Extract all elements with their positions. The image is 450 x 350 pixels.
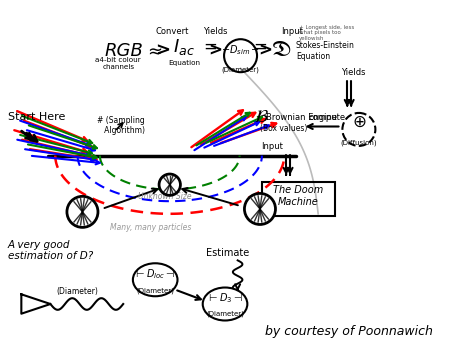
Text: Equation: Equation <box>168 61 200 66</box>
Text: by courtesy of Poonnawich: by courtesy of Poonnawich <box>265 325 433 338</box>
Text: $\mathfrak{D}$: $\mathfrak{D}$ <box>271 40 292 60</box>
Circle shape <box>159 174 180 195</box>
Text: =: = <box>253 38 267 56</box>
Text: Stokes-Einstein
Equation: Stokes-Einstein Equation <box>296 41 355 61</box>
Text: A very good
estimation of D?: A very good estimation of D? <box>8 240 93 261</box>
Text: a4-bit colour
channels: a4-bit colour channels <box>95 57 141 70</box>
Text: (Box values): (Box values) <box>260 124 307 133</box>
Text: $\oplus$: $\oplus$ <box>351 112 366 131</box>
Text: The Doom: The Doom <box>273 186 323 195</box>
Text: Many, many particles: Many, many particles <box>110 223 191 232</box>
Text: + Longest side, less
what pixels too
yellowish: + Longest side, less what pixels too yel… <box>299 25 354 41</box>
Text: # (Sampling
   Algorithm): # (Sampling Algorithm) <box>97 116 145 135</box>
Text: $\approx$: $\approx$ <box>144 42 162 60</box>
Text: Input: Input <box>261 142 283 151</box>
Text: Convert: Convert <box>156 27 189 36</box>
Circle shape <box>67 196 98 228</box>
Text: >: > <box>208 42 222 60</box>
Text: $\vdash D_3 \dashv$: $\vdash D_3 \dashv$ <box>207 291 243 305</box>
Text: (Diameter): (Diameter) <box>57 287 99 296</box>
Text: $-D_{sim}-$: $-D_{sim}-$ <box>221 43 260 57</box>
Text: $I_{ac}$: $I_{ac}$ <box>173 37 195 57</box>
Text: compute: compute <box>308 113 346 122</box>
Bar <box>262 182 335 216</box>
Text: Machine: Machine <box>277 197 318 207</box>
Text: RGB: RGB <box>105 42 144 60</box>
Text: (Diameter): (Diameter) <box>206 311 244 317</box>
Text: (Diffusion): (Diffusion) <box>341 140 377 146</box>
Text: >: > <box>155 42 171 60</box>
Text: (Diameter): (Diameter) <box>221 66 260 73</box>
Circle shape <box>244 194 275 224</box>
Text: Estimate: Estimate <box>206 247 250 258</box>
Text: Start Here: Start Here <box>8 112 65 122</box>
Text: $\mathcal{B}$: $\mathcal{B}$ <box>254 108 269 126</box>
Text: >: > <box>258 42 272 60</box>
Text: (Diameter): (Diameter) <box>136 287 174 294</box>
Text: $\vdash D_{loc} \dashv$: $\vdash D_{loc} \dashv$ <box>135 267 176 281</box>
Text: Yields: Yields <box>342 68 366 77</box>
Text: Brownian Engine: Brownian Engine <box>266 113 337 122</box>
Text: Input: Input <box>281 27 303 36</box>
Text: =: = <box>203 38 217 56</box>
Text: Unknown Size: Unknown Size <box>138 192 192 201</box>
Text: Yields: Yields <box>203 27 228 36</box>
